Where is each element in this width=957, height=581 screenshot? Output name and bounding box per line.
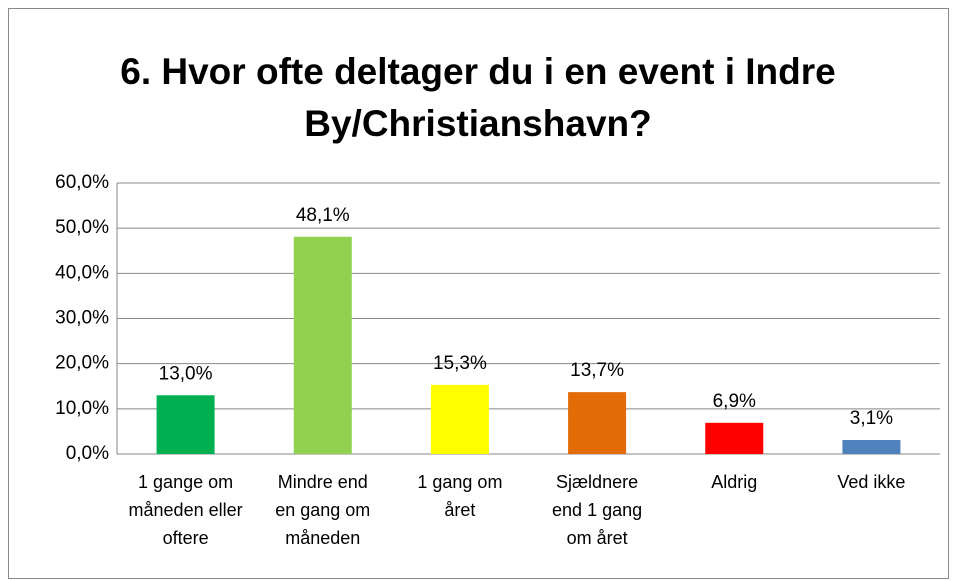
chart-border	[8, 8, 949, 579]
bar	[705, 422, 764, 454]
y-tick-label: 40,0%	[55, 262, 109, 283]
data-label: 3,1%	[850, 408, 893, 429]
bar	[293, 236, 352, 454]
y-tick-label: 60,0%	[55, 172, 109, 193]
bar	[430, 384, 489, 454]
y-tick-label: 50,0%	[55, 217, 109, 238]
y-tick-label: 20,0%	[55, 353, 109, 374]
bar	[156, 395, 215, 454]
data-label: 6,9%	[713, 391, 756, 412]
x-tick-label: Ved ikke	[837, 472, 906, 492]
bar	[842, 439, 901, 454]
x-tick-label: 1 gang om året	[417, 472, 503, 520]
bar	[568, 392, 627, 454]
data-label: 15,3%	[433, 353, 487, 374]
chart-title: 6. Hvor ofte deltager du i en event i In…	[120, 51, 836, 144]
y-tick-label: 0,0%	[66, 443, 109, 464]
data-label: 13,7%	[570, 360, 624, 381]
data-label: 48,1%	[296, 205, 350, 226]
y-tick-label: 10,0%	[55, 398, 109, 419]
x-tick-label: 1 gange om måneden eller oftere	[128, 472, 243, 548]
x-tick-label: Sjældnere end 1 gang om året	[552, 472, 643, 548]
x-tick-label: Aldrig	[711, 472, 758, 492]
data-label: 13,0%	[159, 363, 213, 384]
x-tick-label: Mindre end en gang om måneden	[275, 472, 371, 548]
y-tick-label: 30,0%	[55, 308, 109, 329]
